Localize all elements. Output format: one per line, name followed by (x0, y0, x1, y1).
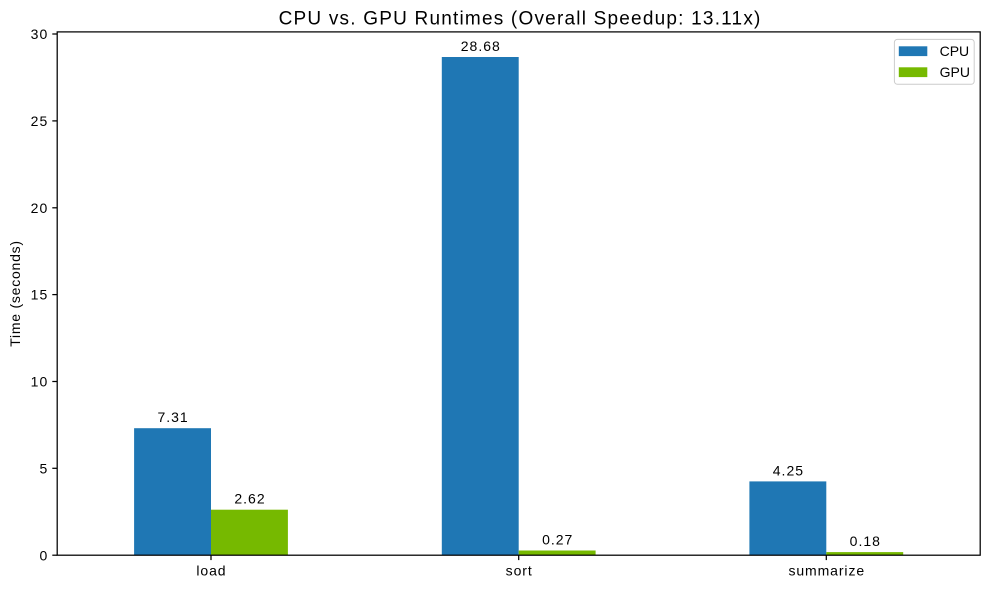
svg-text:Time (seconds): Time (seconds) (7, 240, 23, 347)
svg-text:15: 15 (31, 287, 49, 303)
svg-text:load: load (196, 563, 226, 579)
svg-text:CPU: CPU (940, 43, 970, 59)
svg-text:28.68: 28.68 (461, 38, 501, 54)
svg-text:0.27: 0.27 (542, 532, 573, 548)
svg-text:0: 0 (40, 547, 49, 563)
svg-text:10: 10 (31, 374, 49, 390)
svg-text:sort: sort (506, 563, 533, 579)
svg-text:2.62: 2.62 (234, 491, 265, 507)
svg-text:summarize: summarize (788, 563, 865, 579)
svg-text:25: 25 (31, 113, 49, 129)
svg-text:30: 30 (31, 26, 49, 42)
svg-text:GPU: GPU (940, 64, 970, 80)
svg-text:20: 20 (31, 200, 49, 216)
svg-text:4.25: 4.25 (773, 462, 804, 478)
svg-text:7.31: 7.31 (157, 409, 188, 425)
svg-text:0.18: 0.18 (850, 533, 881, 549)
svg-text:5: 5 (40, 460, 49, 476)
svg-text:CPU vs. GPU Runtimes (Overall: CPU vs. GPU Runtimes (Overall Speedup: 1… (279, 8, 762, 29)
